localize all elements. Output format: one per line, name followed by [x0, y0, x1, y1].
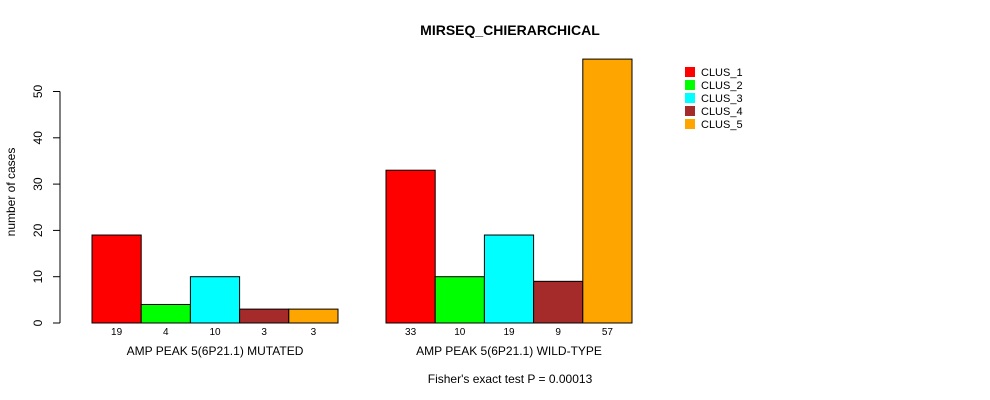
bar-count-label: 10: [454, 327, 466, 338]
bar-count-label: 3: [311, 327, 317, 338]
fisher-test-label: Fisher's exact test P = 0.00013: [428, 372, 593, 386]
bar-count-label: 33: [405, 327, 417, 338]
bar-count-label: 19: [111, 327, 123, 338]
bar-clus-5-group-2: [582, 58, 633, 324]
legend-label-4: CLUS_4: [701, 106, 743, 118]
bar-clus-3-group-2: [483, 234, 535, 324]
bar-clus-5-group-1: [288, 308, 339, 324]
group-label-2: AMP PEAK 5(6P21.1) WILD-TYPE: [416, 344, 602, 358]
bar-clus-3-group-1: [189, 276, 241, 324]
y-tick-label: 50: [31, 85, 45, 99]
legend-label-1: CLUS_1: [701, 67, 743, 79]
bar-clus-1-group-1: [91, 234, 142, 324]
legend-swatch-4: [685, 106, 695, 116]
legend-label-2: CLUS_2: [701, 80, 743, 92]
bar-clus-1-group-2: [385, 169, 436, 324]
bar-count-label: 9: [555, 327, 561, 338]
bar-count-label: 10: [209, 327, 221, 338]
bar-clus-2-group-2: [434, 276, 485, 324]
y-axis: 0 10 20 30 40 50: [31, 85, 61, 326]
bar-count-label: 19: [503, 327, 515, 338]
y-tick-label: 10: [31, 270, 45, 284]
bar-clus-4-group-1: [239, 308, 290, 324]
bar-count-label: 3: [261, 327, 267, 338]
group-label-1: AMP PEAK 5(6P21.1) MUTATED: [127, 344, 304, 358]
legend-label-5: CLUS_5: [701, 119, 743, 131]
legend-swatch-1: [685, 67, 695, 77]
bar-clus-4-group-2: [533, 280, 584, 324]
y-tick-label: 40: [31, 131, 45, 145]
legend-swatch-2: [685, 80, 695, 90]
bar-count-label: 57: [602, 327, 614, 338]
y-tick-label: 20: [31, 223, 45, 237]
legend-swatch-3: [685, 93, 695, 103]
y-tick-label: 30: [31, 177, 45, 191]
y-axis-label: number of cases: [4, 148, 18, 237]
bar-clus-2-group-1: [140, 303, 191, 324]
bar-count-label: 4: [163, 327, 169, 338]
y-tick-label: 0: [31, 319, 45, 326]
chart-title: MIRSEQ_CHIERARCHICAL: [420, 22, 600, 38]
legend-swatch-5: [685, 119, 695, 129]
legend-label-3: CLUS_3: [701, 93, 743, 105]
